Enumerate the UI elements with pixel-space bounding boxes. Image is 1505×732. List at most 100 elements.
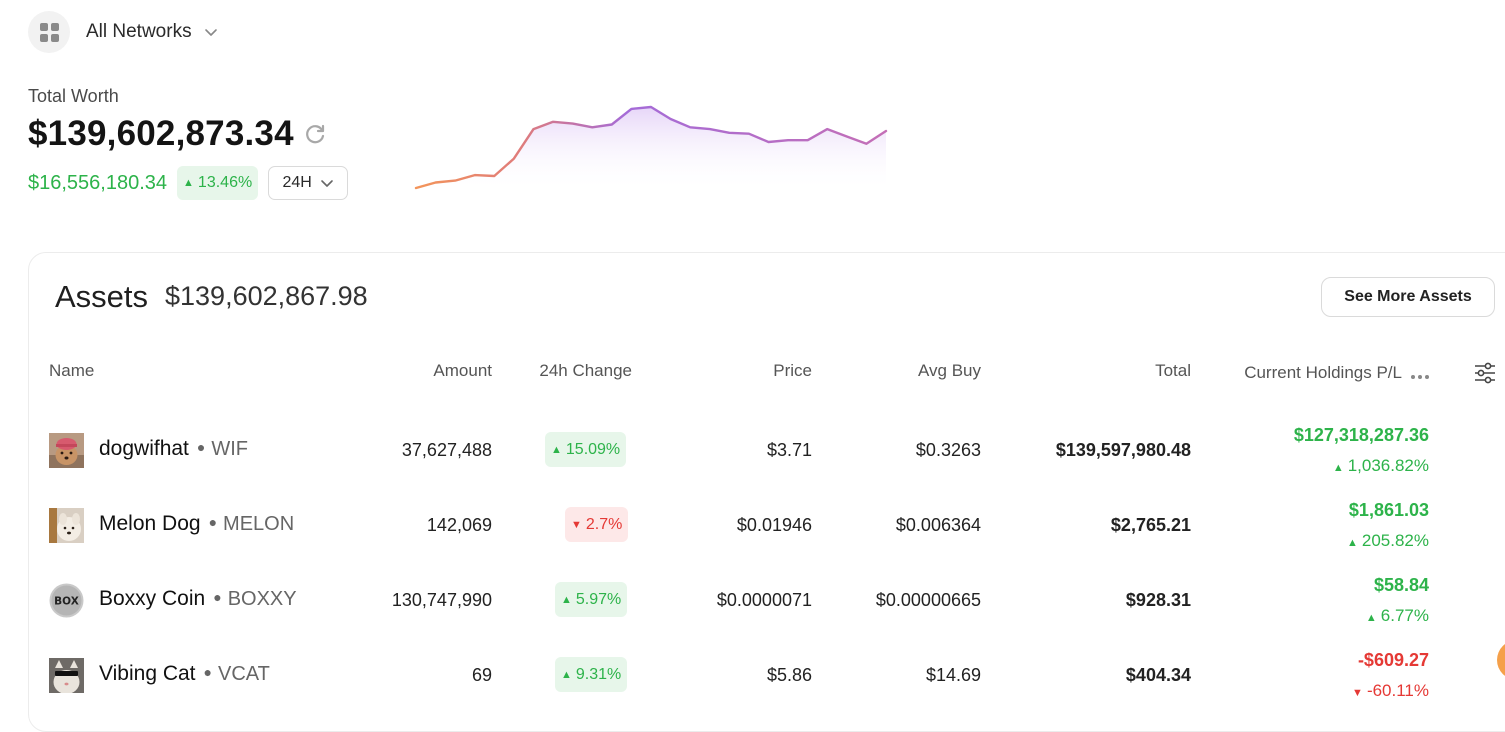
asset-pnl-pct-wrap: ▲ 205.82% [1209, 531, 1429, 551]
total-worth-row: $139,602,873.34 [28, 114, 328, 154]
asset-name: dogwifhat [99, 437, 189, 460]
worth-sparkline [414, 105, 888, 192]
asset-amount: 37,627,488 [401, 440, 492, 460]
chevron-down-icon [321, 180, 333, 187]
assets-card: Assets $139,602,867.98 See More Assets N… [28, 252, 1505, 732]
triangle-up-icon: ▲ [183, 177, 194, 189]
triangle-down-icon: ▼ [1352, 687, 1363, 699]
more-dots-icon[interactable] [1408, 364, 1429, 384]
asset-pnl-value: -$609.27 [1357, 650, 1429, 670]
asset-symbol-wrap: ● WIF [196, 438, 249, 460]
grid-icon [39, 22, 59, 42]
column-header-amount[interactable]: Amount [433, 361, 492, 380]
asset-change-badge: ▲ 5.97% [555, 582, 628, 617]
column-header-avg-buy[interactable]: Avg Buy [917, 361, 981, 380]
total-worth-change-row: $16,556,180.34 ▲ 13.46% 24H [28, 166, 349, 200]
column-header-24h-change[interactable]: 24h Change [539, 361, 632, 380]
column-header-name[interactable]: Name [49, 361, 95, 380]
asset-price: $0.01946 [736, 515, 812, 535]
asset-pnl-pct-wrap: ▲ 6.77% [1209, 606, 1429, 626]
asset-avg-buy: $0.006364 [895, 515, 981, 535]
column-header-pnl-label: Current Holdings P/L [1244, 363, 1402, 382]
asset-pnl-pct-wrap: ▼ -60.11% [1209, 681, 1429, 701]
asset-symbol: MELON [223, 513, 295, 535]
asset-price: $3.71 [766, 440, 812, 460]
asset-change-badge: ▲ 15.09% [545, 432, 627, 467]
asset-row-wif[interactable]: dogwifhat ● WIF 37,627,488 ▲ 15.09% $3.71… [29, 413, 1469, 488]
column-header-price[interactable]: Price [773, 361, 812, 380]
sparkline-area [416, 107, 886, 192]
period-value: 24H [282, 174, 312, 191]
asset-pnl-value: $1,861.03 [1348, 500, 1429, 520]
asset-total: $2,765.21 [1110, 515, 1191, 535]
column-header-total[interactable]: Total [1155, 361, 1191, 380]
asset-row-melon[interactable]: Melon Dog ● MELON 142,069 ▼ 2.7% $0.01946… [29, 488, 1469, 563]
assets-title: Assets [55, 279, 149, 314]
triangle-up-icon: ▲ [551, 443, 562, 456]
asset-change: 15.09% [565, 440, 621, 458]
chevron-down-icon [204, 29, 217, 36]
asset-name-cell: Melon Dog ● MELON [99, 512, 294, 536]
asset-pnl-pct: 6.77% [1380, 606, 1429, 625]
networks-icon-wrap [28, 11, 70, 53]
asset-price: $0.0000071 [716, 590, 812, 610]
asset-pnl-pct: 205.82% [1361, 531, 1429, 550]
asset-pnl-value: $127,318,287.36 [1293, 425, 1429, 445]
asset-name: Boxxy Coin [99, 587, 206, 610]
asset-name: Melon Dog [99, 512, 201, 535]
asset-price: $5.86 [766, 665, 812, 685]
total-worth-label: Total Worth [28, 86, 119, 106]
asset-change: 9.31% [575, 665, 622, 683]
period-select[interactable]: 24H [268, 166, 349, 200]
asset-avg-buy: $0.3263 [915, 440, 981, 460]
svg-text:BOX: BOX [54, 596, 79, 608]
asset-avg-buy: $14.69 [925, 665, 981, 685]
melon-dog-avatar [49, 508, 84, 543]
asset-total: $404.34 [1125, 665, 1191, 685]
asset-pnl-pct-wrap: ▲ 1,036.82% [1209, 456, 1429, 476]
sparkline-line [414, 105, 888, 190]
total-worth-change-badge: ▲ 13.46% [177, 166, 259, 200]
see-more-assets-button[interactable]: See More Assets [1321, 277, 1495, 317]
asset-amount: 69 [471, 665, 492, 685]
refresh-icon[interactable] [302, 121, 328, 147]
asset-change-badge: ▲ 9.31% [555, 657, 628, 692]
asset-total: $139,597,980.48 [1055, 440, 1191, 460]
triangle-up-icon: ▲ [561, 668, 572, 681]
asset-total: $928.31 [1125, 590, 1191, 610]
asset-pnl-pct: 1,036.82% [1347, 456, 1429, 475]
dog-hat-avatar [49, 433, 84, 468]
column-settings-icon[interactable] [1473, 361, 1497, 385]
asset-change: 2.7% [585, 515, 623, 533]
asset-name-cell: dogwifhat ● WIF [99, 437, 248, 461]
asset-name-cell: Boxxy Coin ● BOXXY [99, 587, 297, 611]
asset-amount: 142,069 [426, 515, 492, 535]
total-worth-change-pct: 13.46% [197, 174, 253, 191]
box-avatar: BOX [49, 583, 84, 618]
asset-change-badge: ▼ 2.7% [565, 507, 629, 542]
asset-symbol: VCAT [217, 663, 270, 685]
asset-symbol: BOXXY [227, 588, 297, 610]
triangle-up-icon: ▲ [1365, 612, 1377, 624]
column-header-pnl[interactable]: Current Holdings P/L [1209, 363, 1429, 384]
cat-avatar [49, 658, 84, 693]
triangle-up-icon: ▲ [561, 593, 572, 606]
floating-action-button[interactable] [1497, 640, 1505, 680]
asset-symbol: WIF [211, 438, 249, 460]
asset-row-boxxy[interactable]: BOX Boxxy Coin ● BOXXY 130,747,990 ▲ 5.97… [29, 563, 1469, 638]
total-worth-change: $16,556,180.34 [28, 171, 168, 194]
triangle-up-icon: ▲ [1332, 462, 1344, 474]
asset-row-vcat[interactable]: Vibing Cat ● VCAT 69 ▲ 9.31% $5.86 $14.69… [29, 638, 1469, 713]
asset-avg-buy: $0.00000665 [875, 590, 981, 610]
asset-change: 5.97% [575, 590, 622, 608]
asset-symbol-wrap: ● MELON [208, 513, 295, 535]
triangle-down-icon: ▼ [571, 518, 582, 531]
network-selector[interactable]: All Networks [28, 10, 218, 54]
asset-pnl-pct: -60.11% [1366, 681, 1429, 700]
asset-amount: 130,747,990 [391, 590, 492, 610]
assets-total: $139,602,867.98 [165, 281, 368, 311]
total-worth-value: $139,602,873.34 [28, 114, 294, 153]
asset-name: Vibing Cat [99, 662, 196, 685]
network-label: All Networks [86, 21, 192, 42]
asset-name-cell: Vibing Cat ● VCAT [99, 662, 270, 686]
